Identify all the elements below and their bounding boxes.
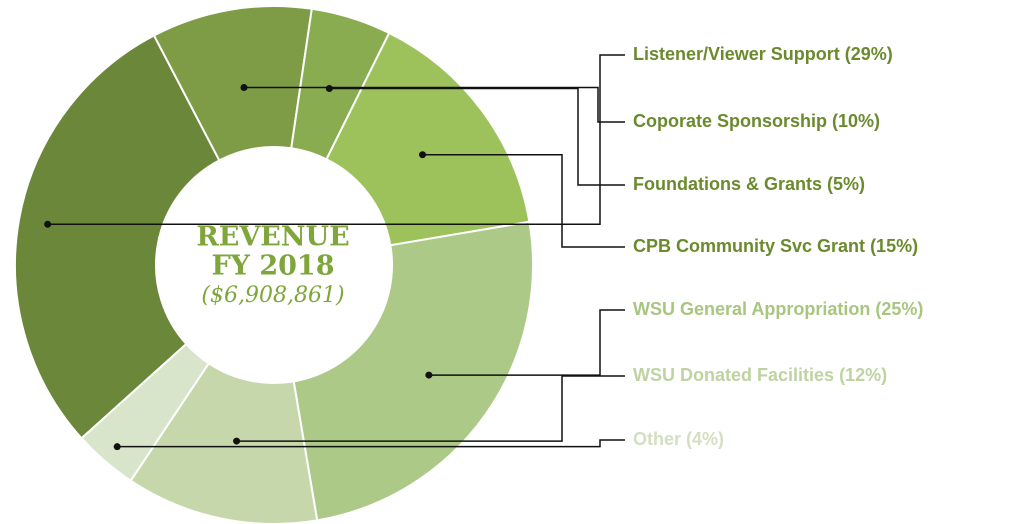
slice — [292, 220, 534, 522]
value-label: (10%) — [832, 111, 880, 131]
legend-label: Other (4%) — [633, 429, 724, 449]
legend-label: WSU Donated Facilities (12%) — [633, 365, 887, 385]
leader-dot — [425, 371, 433, 379]
value-label: (4%) — [686, 429, 724, 449]
leader-line — [236, 375, 625, 442]
center-total: ($6,908,861) — [201, 283, 344, 308]
category-name: Foundations & Grants — [633, 174, 822, 194]
center-title: REVENUE — [196, 222, 349, 253]
donut — [14, 5, 534, 524]
center-subtitle: FY 2018 — [212, 251, 335, 282]
value-label: (29%) — [845, 44, 893, 64]
leader-line — [243, 86, 625, 123]
leader-line — [329, 87, 625, 186]
legend-label: Foundations & Grants (5%) — [633, 174, 865, 194]
leader-line — [428, 309, 625, 376]
category-name: Coporate Sponsorship — [633, 111, 827, 131]
leader-dot — [233, 437, 241, 445]
leader-dot — [325, 84, 333, 92]
slice — [14, 34, 221, 440]
legend-label: Listener/Viewer Support (29%) — [633, 44, 893, 64]
leader-dot — [113, 443, 121, 451]
value-label: (25%) — [875, 299, 923, 319]
category-name: WSU General Appropriation — [633, 299, 870, 319]
leader-dot — [419, 151, 427, 159]
slice — [325, 31, 531, 247]
leader-dot — [240, 84, 248, 92]
leaders — [44, 54, 625, 451]
legend-label: WSU General Appropriation (25%) — [633, 299, 923, 319]
value-label: (5%) — [827, 174, 865, 194]
category-name: Other — [633, 429, 681, 449]
leader-dot — [44, 220, 52, 228]
category-name: Listener/Viewer Support — [633, 44, 840, 64]
value-label: (12%) — [839, 365, 887, 385]
leader-line — [422, 153, 625, 248]
leader-line — [117, 439, 625, 448]
category-name: CPB Community Svc Grant — [633, 236, 865, 256]
leader-line — [47, 54, 625, 226]
category-name: WSU Donated Facilities — [633, 365, 834, 385]
slice — [80, 342, 211, 483]
value-label: (15%) — [870, 236, 918, 256]
legend-label: CPB Community Svc Grant (15%) — [633, 236, 918, 256]
legend-label: Coporate Sponsorship (10%) — [633, 111, 880, 131]
